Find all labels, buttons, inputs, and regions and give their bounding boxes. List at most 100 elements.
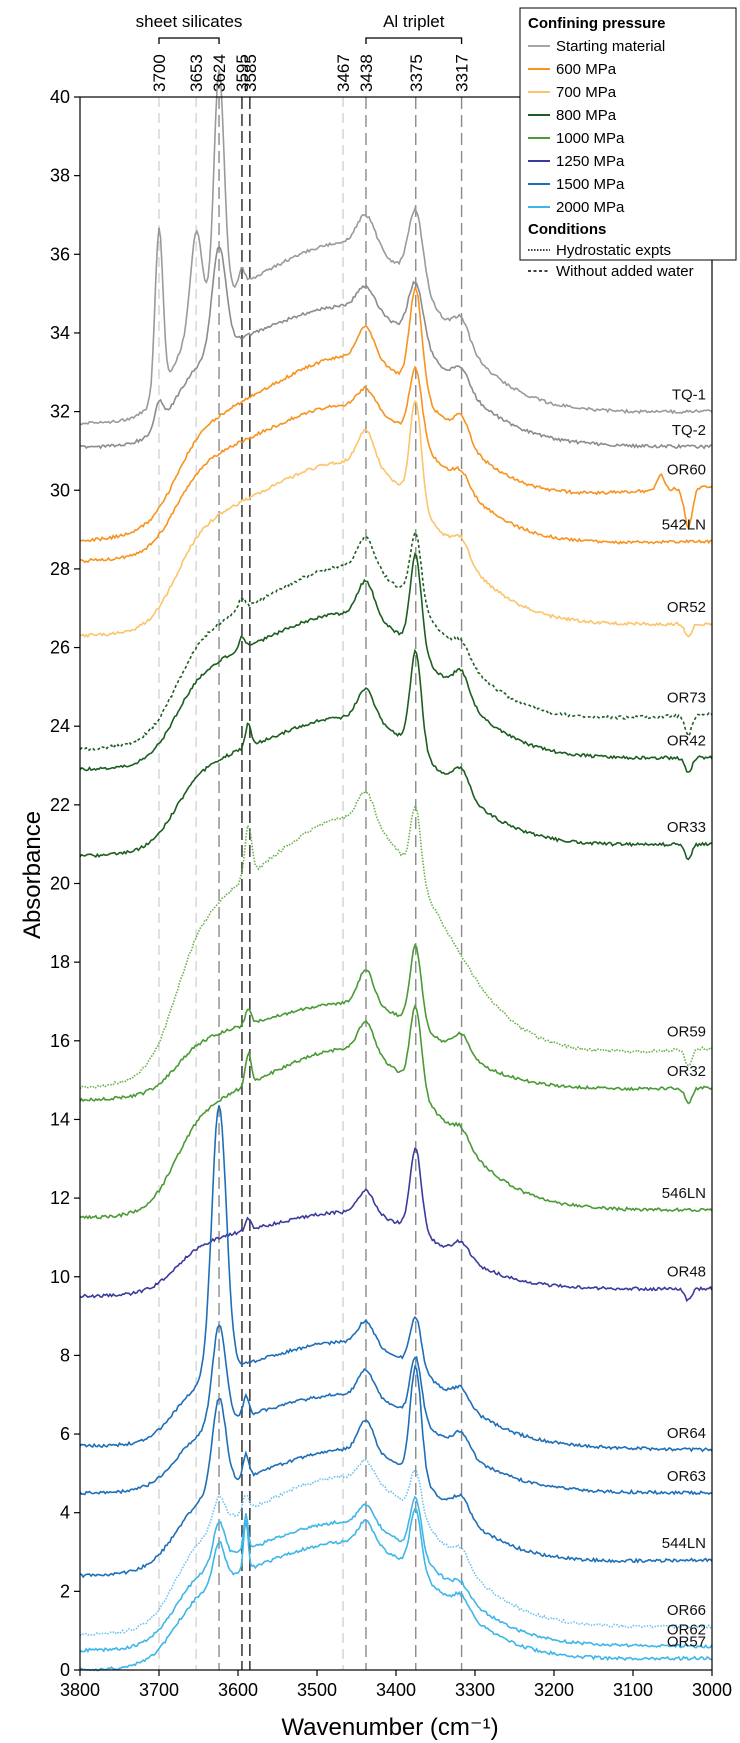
x-axis-title: Wavenumber (cm⁻¹) [281,1714,498,1741]
series-line-OR59 [79,791,713,1090]
x-tick-label-3600: 3600 [218,1680,258,1700]
series-line-OR73 [79,530,713,752]
group-label-1: Al triplet [383,12,445,31]
series-line-544LN [79,1364,713,1579]
sample-label-546LN: 546LN [662,1185,706,1202]
x-tick-label-3400: 3400 [376,1680,416,1700]
series-line-OR33 [79,648,713,861]
x-tick-label-3800: 3800 [60,1680,100,1700]
y-tick-label-40: 40 [50,87,70,107]
y-tick-label-20: 20 [50,874,70,894]
y-tick-label-2: 2 [60,1581,70,1601]
series-line-542LN [79,365,713,564]
x-tick-label-3500: 3500 [297,1680,337,1700]
sample-label-TQ-2: TQ-2 [672,422,706,439]
peak-label-3317: 3317 [453,54,472,92]
spectra-series [79,69,713,1672]
axes: 0246810121416182022242628303234363840380… [50,87,732,1700]
peak-label-3585: 3585 [241,54,260,92]
y-tick-label-14: 14 [50,1109,70,1129]
sample-label-544LN: 544LN [662,1535,706,1552]
y-tick-label-32: 32 [50,402,70,422]
series-line-OR57 [79,1507,713,1672]
y-tick-label-34: 34 [50,323,70,343]
series-line-546LN [79,1004,713,1220]
x-tick-label-3000: 3000 [692,1680,732,1700]
sample-label-TQ-1: TQ-1 [672,387,706,404]
series-line-OR62 [79,1495,713,1654]
series-line-TQ-2 [79,245,713,450]
sample-labels: TQ-1 TQ-2 OR60 542LN OR52 OR73 OR42 OR33 OR59 OR3… [662,387,706,1651]
sample-label-542LN: 542LN [662,516,706,533]
legend-item-3: 800 MPa [556,107,617,124]
group-bracket-0 [158,37,220,44]
plot-frame [79,96,713,1671]
x-tick-label-3300: 3300 [455,1680,495,1700]
sample-label-OR48: OR48 [667,1264,706,1281]
y-tick-label-4: 4 [60,1503,70,1523]
y-tick-label-10: 10 [50,1267,70,1287]
peak-label-3375: 3375 [407,54,426,92]
sample-label-OR63: OR63 [667,1468,706,1485]
sample-label-OR57: OR57 [667,1633,706,1650]
series-line-TQ-1 [79,69,713,426]
y-tick-label-26: 26 [50,638,70,658]
y-tick-label-22: 22 [50,795,70,815]
y-tick-label-16: 16 [50,1031,70,1051]
legend-item-0: Starting material [556,38,665,55]
y-tick-label-8: 8 [60,1345,70,1365]
legend-conditions-title: Conditions [528,221,606,238]
series-line-OR32 [79,943,713,1105]
group-label-0: sheet silicates [136,12,243,31]
y-tick-label-36: 36 [50,244,70,264]
series-line-OR63 [79,1324,713,1496]
y-tick-label-30: 30 [50,480,70,500]
x-tick-label-3100: 3100 [613,1680,653,1700]
sample-label-OR73: OR73 [667,689,706,706]
legend-item-1: 600 MPa [556,61,617,78]
series-line-OR42 [79,552,713,773]
x-tick-label-3700: 3700 [139,1680,179,1700]
sample-label-OR33: OR33 [667,819,706,836]
sample-label-OR52: OR52 [667,599,706,616]
peak-label-3700: 3700 [150,54,169,92]
y-tick-label-18: 18 [50,952,70,972]
legend-pressure-title: Confining pressure [528,15,666,32]
sample-label-OR32: OR32 [667,1063,706,1080]
y-tick-label-24: 24 [50,716,70,736]
legend-item-2: 700 MPa [556,84,617,101]
legend-item-4: 1000 MPa [556,130,625,147]
y-tick-label-12: 12 [50,1188,70,1208]
x-tick-label-3200: 3200 [534,1680,574,1700]
sample-label-OR42: OR42 [667,733,706,750]
sample-label-OR64: OR64 [667,1425,706,1442]
legend-item-6: 1500 MPa [556,176,625,193]
legend-condition-0: Hydrostatic expts [556,242,671,259]
y-axis-title: Absorbance [19,811,46,939]
series-line-OR64 [79,1105,713,1453]
legend-condition-1: Without added water [556,263,694,280]
series-line-OR52 [79,399,713,639]
series-line-OR60 [79,286,713,543]
sample-label-OR60: OR60 [667,461,706,478]
sample-label-OR66: OR66 [667,1602,706,1619]
peak-groups: sheet silicates Al triplet [136,12,463,44]
peak-label-3624: 3624 [210,54,229,92]
legend-item-5: 1250 MPa [556,153,625,170]
sample-label-OR59: OR59 [667,1024,706,1041]
series-line-OR48 [79,1147,713,1303]
peak-label-3653: 3653 [187,54,206,92]
sample-label-OR62: OR62 [667,1621,706,1638]
peak-label-3438: 3438 [357,54,376,92]
y-tick-label-38: 38 [50,166,70,186]
series-line-OR66 [79,1458,713,1637]
legend: Confining pressure Starting material 600 M… [519,7,737,280]
y-tick-label-0: 0 [60,1660,70,1680]
y-tick-label-6: 6 [60,1424,70,1444]
peak-label-3595: 3595 [233,54,252,92]
legend-item-7: 2000 MPa [556,199,625,216]
y-tick-label-28: 28 [50,559,70,579]
legend-box [519,7,737,261]
